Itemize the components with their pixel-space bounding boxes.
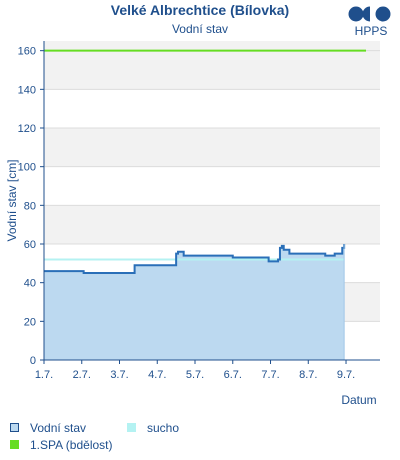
x-tick-label: 4.7. bbox=[148, 369, 166, 381]
y-tick-label: 0 bbox=[30, 355, 36, 367]
grid-band bbox=[44, 50, 380, 90]
y-tick-label: 40 bbox=[24, 278, 36, 290]
x-tick-label: 8.7. bbox=[299, 369, 317, 381]
x-tick-label: 6.7. bbox=[224, 369, 242, 381]
grid-band bbox=[44, 205, 380, 244]
hpps-logo: HPPS bbox=[346, 4, 398, 40]
y-axis-label: Vodní stav [cm] bbox=[5, 159, 19, 241]
logo-text: HPPS bbox=[354, 24, 388, 38]
water-level-line bbox=[44, 244, 346, 274]
y-tick-label: 120 bbox=[18, 123, 36, 135]
y-tick-label: 20 bbox=[24, 316, 36, 328]
legend-swatch-drought bbox=[127, 423, 136, 432]
x-tick-label: 9.7. bbox=[337, 369, 355, 381]
chart-title: Velké Albrechtice (Bílovka) bbox=[110, 2, 290, 18]
y-tick-label: 140 bbox=[18, 84, 36, 96]
grid-band bbox=[44, 128, 380, 167]
y-tick-label: 160 bbox=[18, 46, 36, 58]
legend-label-drought: sucho bbox=[147, 421, 180, 435]
x-tick-label: 5.7. bbox=[186, 369, 204, 381]
legend-label-spa1: 1.SPA (bdělost) bbox=[30, 438, 113, 452]
y-tick-label: 80 bbox=[24, 200, 36, 212]
logo-icon bbox=[348, 6, 391, 22]
x-axis-label: Datum bbox=[341, 393, 376, 407]
y-tick-label: 100 bbox=[18, 162, 36, 174]
legend-swatch-spa1 bbox=[10, 440, 19, 449]
x-tick-label: 2.7. bbox=[73, 369, 91, 381]
y-tick-label: 60 bbox=[24, 239, 36, 251]
water-level-area bbox=[44, 244, 345, 360]
legend-label-water-level: Vodní stav bbox=[30, 421, 87, 435]
x-tick-label: 3.7. bbox=[110, 369, 128, 381]
legend-swatch-water-level bbox=[10, 423, 19, 432]
x-tick-label: 1.7. bbox=[35, 369, 53, 381]
grid-band bbox=[44, 41, 380, 51]
chart-subtitle: Vodní stav bbox=[171, 22, 229, 36]
x-tick-label: 7.7. bbox=[261, 369, 279, 381]
